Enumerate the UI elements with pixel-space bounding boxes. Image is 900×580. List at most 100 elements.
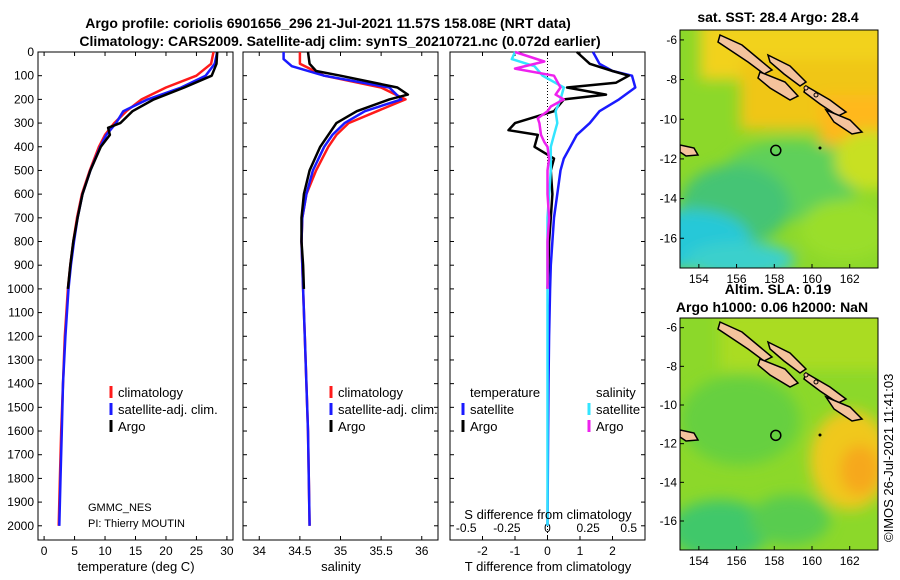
x2-tick-label: -0.25 [493, 521, 521, 535]
legend-s-satellite: satellite [596, 402, 640, 417]
legend-t-argo: Argo [470, 419, 497, 434]
map-y-tick-label: -12 [660, 437, 678, 451]
x-tick-label: -2 [477, 544, 488, 558]
map-y-tick-label: -6 [666, 33, 677, 47]
temperature-xlabel: temperature (deg C) [77, 559, 194, 574]
sla-map: Altim. SLA: 0.19 Argo h1000: 0.06 h2000:… [660, 281, 879, 568]
y-tick-label: 900 [14, 258, 34, 272]
map-y-tick-label: -12 [660, 152, 678, 166]
legend-satellite: satellite-adj. clim. [118, 402, 218, 417]
sla-map-subtitle: Argo h1000: 0.06 h2000: NaN [676, 299, 868, 315]
temperature-panel: 0 5 10 15 20 25 300100200300400500600700800900… [7, 45, 234, 574]
map-y-tick-label: -10 [660, 112, 678, 126]
series-climatology [298, 52, 407, 526]
map-y-tick-label: -16 [660, 514, 678, 528]
series-s-argo [513, 50, 566, 289]
map-y-tick-label: -8 [666, 73, 677, 87]
y-tick-label: 1500 [7, 400, 34, 414]
y-tick-label: 200 [14, 92, 34, 106]
x-tick-label: 5 [71, 544, 78, 558]
y-tick-label: 600 [14, 187, 34, 201]
sst-map-ticks: 154 156 158 160 162 -6 -8 -10 -12 -14 -16 [660, 33, 860, 286]
salinity-panel: 34 34.5 35 35.5 36 salinity climatology sate… [242, 51, 439, 574]
legend-s-argo: Argo [596, 419, 623, 434]
salinity-legend: climatology satellite-adj. clim. Argo [329, 385, 438, 434]
header-line2: Climatology: CARS2009. Satellite-adj cli… [79, 33, 600, 49]
salinity-xlabel: salinity [321, 559, 361, 574]
map-y-tick-label: -16 [660, 231, 678, 245]
x-tick-label: 35.5 [369, 544, 393, 558]
sla-land [680, 320, 864, 442]
sst-map-frame [679, 29, 879, 269]
series-argo [300, 51, 410, 289]
series-t-argo [507, 51, 631, 289]
x-tick-label: 10 [98, 544, 112, 558]
pi-label: PI: Thierry MOUTIN [88, 518, 185, 530]
difference-ticks: -2 -1 0 1 2 -0.5 -0.25 0 0.25 0.5 [450, 51, 645, 558]
map-x-tick-label: 154 [689, 554, 709, 568]
series-satellite-adj-clim- [282, 52, 403, 526]
x2-tick-label: 0.25 [576, 521, 600, 535]
sla-map-ticks: 154 156 158 160 162 -6 -8 -10 -12 -14 -16 [660, 321, 860, 568]
map-y-tick-label: -14 [660, 475, 678, 489]
sst-map: sat. SST: 28.4 Argo: 28.4 [660, 9, 879, 286]
y-tick-label: 800 [14, 235, 34, 249]
map-x-tick-label: 160 [802, 272, 822, 286]
difference-legend: temperature salinity satellite Argo sate… [461, 385, 640, 434]
temperature-legend: climatology satellite-adj. clim. Argo [109, 385, 218, 434]
y-tick-label: 1200 [7, 329, 34, 343]
map-x-tick-label: 154 [689, 272, 709, 286]
series-argo [66, 51, 219, 290]
header-line1: Argo profile: coriolis 6901656_296 21-Ju… [85, 15, 571, 31]
x2-tick-label: 0 [544, 521, 551, 535]
map-y-tick-label: -6 [666, 321, 677, 335]
y-tick-label: 1600 [7, 424, 34, 438]
x-tick-label: 34.5 [288, 544, 312, 558]
sst-profile-marker [770, 144, 782, 157]
difference-xlabel: T difference from climatology [465, 559, 632, 574]
x-tick-label: 36 [415, 544, 429, 558]
y-tick-label: 1000 [7, 282, 34, 296]
x-tick-label: 30 [220, 544, 234, 558]
y-tick-label: 500 [14, 163, 34, 177]
x-tick-label: -1 [510, 544, 521, 558]
map-y-tick-label: -10 [660, 398, 678, 412]
map-x-tick-label: 162 [840, 554, 860, 568]
map-x-tick-label: 160 [802, 554, 822, 568]
x-tick-label: 20 [159, 544, 173, 558]
imos-stamp: ©IMOS 26-Jul-2021 11:41:03 [881, 374, 896, 542]
legend-climatology: climatology [118, 385, 184, 400]
legend-climatology: climatology [338, 385, 404, 400]
series-satellite-adj-clim- [58, 51, 219, 526]
x-tick-label: 15 [129, 544, 143, 558]
x-tick-label: 0 [544, 544, 551, 558]
legend-satellite: satellite-adj. clim. [338, 402, 438, 417]
map-x-tick-label: 158 [764, 554, 784, 568]
y-tick-label: 2000 [7, 519, 34, 533]
x-tick-label: 2 [609, 544, 616, 558]
x-tick-label: 0 [41, 544, 48, 558]
y-tick-label: 1900 [7, 495, 34, 509]
institution-label: GMMC_NES [88, 502, 152, 514]
series-t-satellite [546, 51, 637, 526]
legend-argo: Argo [338, 419, 365, 434]
y-tick-label: 1400 [7, 377, 34, 391]
x2-tick-label: 0.5 [620, 521, 637, 535]
salinity-lines [282, 51, 410, 526]
map-x-tick-label: 156 [727, 554, 747, 568]
difference-x2label: S difference from climatology [464, 507, 632, 522]
y-tick-label: 400 [14, 140, 34, 154]
series-climatology [57, 51, 215, 526]
y-tick-label: 1700 [7, 448, 34, 462]
difference-lines [507, 50, 637, 526]
y-tick-label: 300 [14, 116, 34, 130]
difference-panel: -2 -1 0 1 2 -0.5 -0.25 0 0.25 0.5 T difference fr… [449, 50, 646, 574]
temperature-ticks: 0 5 10 15 20 25 300100200300400500600700800900… [7, 45, 234, 558]
salinity-ticks: 34 34.5 35 35.5 36 [243, 51, 438, 558]
temperature-lines [57, 51, 219, 526]
x-tick-label: 35 [334, 544, 348, 558]
y-tick-label: 1100 [8, 306, 34, 320]
x-tick-label: 34 [253, 544, 267, 558]
map-y-tick-label: -14 [660, 192, 678, 206]
